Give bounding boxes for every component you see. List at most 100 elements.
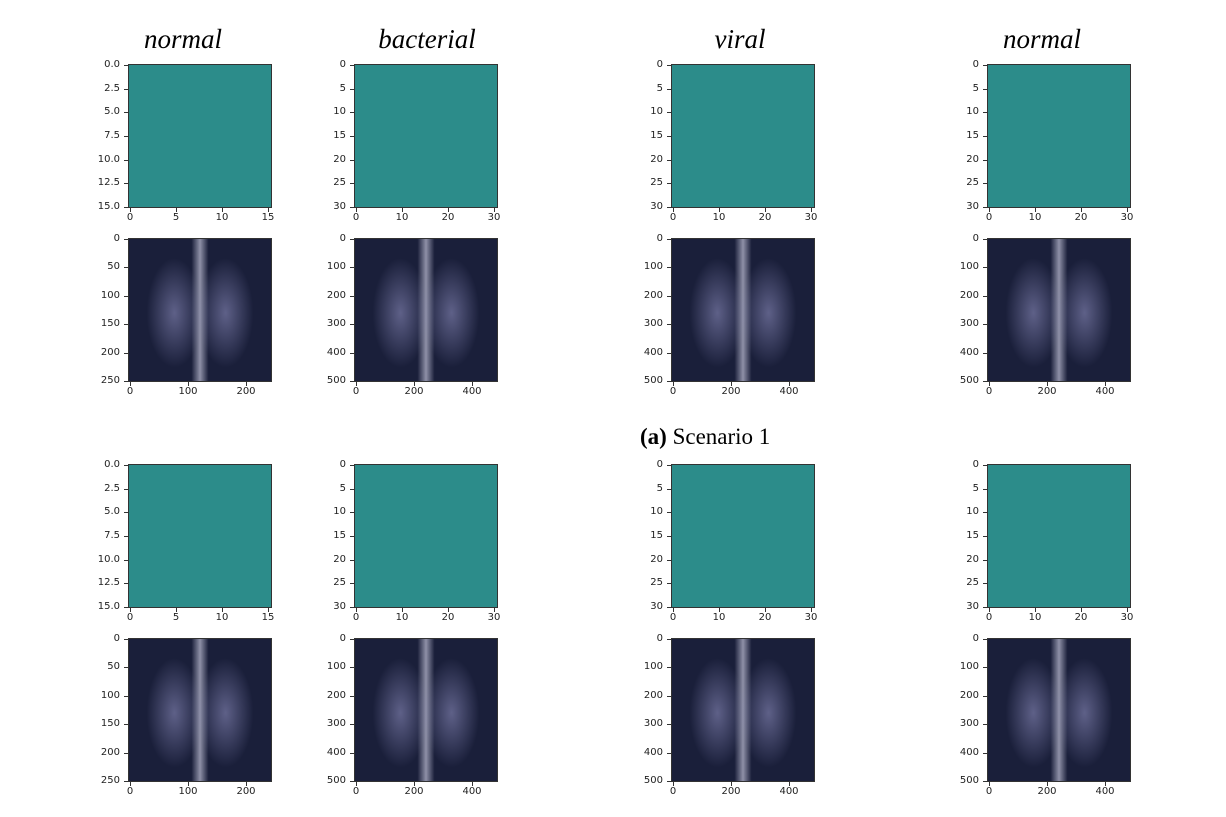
y-tick-label: 5	[972, 482, 979, 494]
x-tick-mark	[176, 608, 177, 612]
x-tick-mark	[789, 782, 790, 786]
y-tick-label: 400	[326, 346, 346, 358]
y-tick-label: 300	[959, 318, 979, 330]
y-tick-mark	[124, 352, 128, 354]
y-tick-mark	[983, 112, 987, 114]
y-tick-label: 100	[100, 289, 120, 301]
x-tick-label: 15	[261, 212, 275, 223]
y-tick-label: 0.0	[104, 459, 120, 470]
y-tick-mark	[350, 752, 354, 754]
x-tick-mark	[989, 782, 990, 786]
y-tick-label: 7.5	[104, 530, 120, 541]
y-tick-mark	[124, 465, 128, 466]
y-tick-mark	[667, 536, 671, 537]
y-tick-mark	[350, 724, 354, 726]
y-tick-mark	[667, 695, 671, 697]
y-tick-mark	[350, 65, 354, 66]
y-tick-mark	[983, 183, 987, 185]
s1-normal2-heatmap	[987, 64, 1131, 208]
y-tick-mark	[667, 639, 671, 640]
s1-viral-heatmap	[671, 64, 815, 208]
x-tick-label: 0	[126, 386, 134, 397]
y-tick-label: 300	[643, 318, 663, 330]
x-tick-label: 20	[1074, 212, 1088, 223]
s1-normal2-xray	[987, 238, 1131, 382]
y-tick-mark	[350, 136, 354, 137]
y-tick-label: 7.5	[104, 130, 120, 141]
s1-bacterial-heatmap	[354, 64, 498, 208]
x-tick-label: 30	[487, 212, 501, 223]
x-tick-mark	[989, 382, 990, 386]
y-tick-mark	[983, 695, 987, 697]
x-tick-label: 400	[779, 386, 799, 397]
y-tick-label: 5	[339, 482, 346, 494]
y-tick-label: 100	[326, 261, 346, 273]
y-tick-label: 200	[959, 289, 979, 301]
y-tick-label: 200	[100, 746, 120, 758]
x-tick-label: 200	[1037, 786, 1057, 797]
y-tick-mark	[350, 536, 354, 537]
x-tick-mark	[472, 782, 473, 786]
x-tick-mark	[222, 608, 223, 612]
x-tick-mark	[1047, 382, 1048, 386]
y-tick-mark	[667, 159, 671, 161]
x-tick-label: 0	[985, 212, 993, 223]
y-tick-mark	[124, 667, 128, 669]
x-tick-mark	[989, 208, 990, 212]
y-tick-mark	[124, 559, 128, 561]
s2-normal-heatmap	[128, 464, 272, 608]
y-tick-label: 25	[966, 577, 979, 589]
y-tick-label: 25	[333, 177, 346, 189]
y-tick-mark	[350, 324, 354, 326]
x-tick-label: 20	[758, 612, 772, 623]
x-tick-label: 0	[669, 386, 677, 397]
x-tick-label: 400	[462, 386, 482, 397]
y-tick-mark	[983, 239, 987, 240]
y-tick-label: 10	[650, 506, 663, 518]
x-tick-mark	[356, 608, 357, 612]
y-tick-mark	[667, 136, 671, 137]
y-tick-label: 0.0	[104, 59, 120, 70]
y-tick-label: 100	[959, 661, 979, 673]
y-tick-label: 20	[966, 553, 979, 565]
y-tick-mark	[667, 295, 671, 297]
y-tick-label: 400	[959, 346, 979, 358]
x-tick-label: 30	[804, 212, 818, 223]
y-tick-label: 12.5	[97, 577, 120, 589]
y-tick-mark	[983, 781, 987, 782]
y-tick-label: 300	[326, 718, 346, 730]
y-tick-label: 20	[333, 153, 346, 165]
y-tick-mark	[350, 583, 354, 585]
x-tick-mark	[765, 608, 766, 612]
y-tick-mark	[983, 488, 987, 490]
x-tick-label: 200	[1037, 386, 1057, 397]
y-tick-label: 200	[326, 689, 346, 701]
x-tick-label: 10	[712, 612, 726, 623]
x-tick-label: 0	[669, 612, 677, 623]
column-title-viral: viral	[714, 24, 766, 54]
y-tick-label: 500	[643, 775, 663, 786]
y-tick-mark	[124, 159, 128, 161]
y-tick-label: 250	[100, 775, 120, 786]
x-tick-label: 0	[985, 386, 993, 397]
y-tick-label: 25	[966, 177, 979, 189]
y-tick-mark	[983, 267, 987, 269]
y-tick-label: 5	[656, 82, 663, 94]
x-tick-label: 0	[352, 786, 360, 797]
x-tick-mark	[268, 208, 269, 212]
x-tick-label: 200	[404, 786, 424, 797]
x-tick-mark	[1035, 208, 1036, 212]
y-tick-label: 2.5	[104, 82, 120, 94]
y-tick-label: 10.0	[97, 553, 120, 565]
y-tick-label: 100	[326, 661, 346, 673]
x-tick-label: 5	[172, 612, 180, 623]
y-tick-label: 30	[650, 601, 663, 612]
x-tick-label: 0	[669, 786, 677, 797]
x-tick-label: 10	[712, 212, 726, 223]
y-tick-mark	[667, 207, 671, 208]
y-tick-mark	[350, 559, 354, 561]
y-tick-label: 0	[339, 59, 346, 70]
y-tick-label: 30	[966, 201, 979, 212]
x-tick-label: 400	[1095, 786, 1115, 797]
y-tick-mark	[983, 607, 987, 608]
